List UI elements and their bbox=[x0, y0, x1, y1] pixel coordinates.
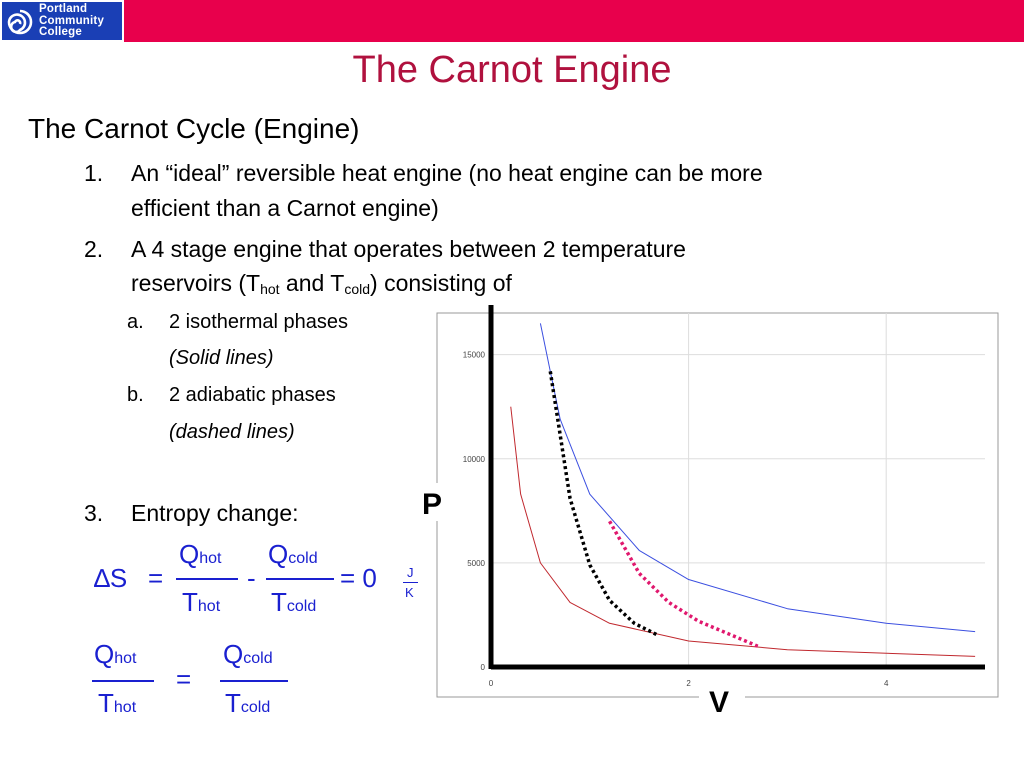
sub-a-label: a. bbox=[127, 311, 144, 333]
x-axis-label: V bbox=[709, 686, 729, 719]
sub-a-text: 2 isothermal phases bbox=[169, 311, 348, 333]
fraction-bar bbox=[266, 578, 334, 580]
q-hot-numerator: Qhot bbox=[94, 641, 136, 667]
t-symbol: T bbox=[271, 587, 287, 617]
t-cold-denominator: Tcold bbox=[225, 690, 270, 716]
item-3-number: 3. bbox=[84, 500, 104, 526]
t-hot-subscript: hot bbox=[260, 281, 280, 297]
hot-subscript: hot bbox=[114, 650, 137, 667]
chart-grid bbox=[491, 313, 985, 667]
q-symbol: Q bbox=[94, 639, 115, 669]
t-hot-denominator: Thot bbox=[98, 690, 136, 716]
unit-kelvin: K bbox=[405, 585, 414, 600]
hot-subscript: hot bbox=[199, 550, 222, 567]
y-axis-label: P bbox=[422, 488, 442, 521]
x-tick-label: 2 bbox=[686, 679, 691, 688]
t-cold-subscript: cold bbox=[344, 281, 371, 297]
cold-subscript: cold bbox=[286, 598, 317, 615]
sub-b-label: b. bbox=[127, 384, 144, 406]
cold-subscript: cold bbox=[288, 550, 318, 567]
q-cold-numerator: Qcold bbox=[268, 541, 318, 567]
adiabatic-curve-3 bbox=[608, 520, 759, 648]
p-label-backdrop bbox=[412, 483, 450, 521]
y-tick-label: 10000 bbox=[463, 455, 486, 464]
sub-b-text: 2 adiabatic phases bbox=[169, 384, 336, 406]
item-2-text-mid: and T bbox=[279, 270, 345, 296]
sub-a-note: (Solid lines) bbox=[169, 347, 274, 369]
q-symbol: Q bbox=[223, 639, 244, 669]
q-hot-numerator: Qhot bbox=[179, 541, 221, 567]
hot-subscript: hot bbox=[197, 598, 221, 615]
fraction-bar bbox=[220, 680, 288, 682]
logo-line-3: College bbox=[39, 26, 82, 38]
fraction-bar bbox=[92, 680, 154, 682]
q-symbol: Q bbox=[179, 539, 200, 569]
t-cold-denominator: Tcold bbox=[271, 589, 316, 615]
item-1-number: 1. bbox=[84, 160, 104, 186]
t-symbol: T bbox=[182, 587, 198, 617]
item-1-line-1: An “ideal” reversible heat engine (no he… bbox=[131, 160, 763, 186]
v-label-backdrop bbox=[699, 683, 745, 719]
equals-zero: = 0 bbox=[340, 563, 377, 593]
slide-title: The Carnot Engine bbox=[352, 49, 672, 91]
q-cold-numerator: Qcold bbox=[223, 641, 273, 667]
hot-subscript: hot bbox=[113, 699, 137, 716]
equals-sign: = bbox=[176, 664, 192, 694]
y-tick-label: 0 bbox=[481, 663, 486, 672]
chart-frame bbox=[436, 312, 999, 698]
fraction-bar bbox=[176, 578, 238, 580]
item-1-line-2: efficient than a Carnot engine) bbox=[131, 195, 439, 221]
logo-text: Portland Community College bbox=[39, 3, 105, 39]
y-tick-label: 15000 bbox=[463, 351, 486, 360]
tick-labels: 0 2 4 0 5000 10000 15000 bbox=[463, 351, 889, 688]
equals-sign: = bbox=[148, 563, 164, 593]
t-symbol: T bbox=[98, 688, 114, 718]
y-tick-label: 5000 bbox=[467, 559, 485, 568]
unit-joule: J bbox=[407, 565, 414, 580]
slide-heading: The Carnot Cycle (Engine) bbox=[28, 113, 360, 144]
delta-s: ∆S bbox=[94, 563, 128, 593]
isothermal-curve-1 bbox=[510, 406, 976, 657]
sub-b-note: (dashed lines) bbox=[169, 421, 295, 443]
logo-line-1: Portland bbox=[39, 3, 88, 15]
minus-sign: - bbox=[247, 563, 256, 593]
isothermal-curve-0 bbox=[539, 323, 976, 633]
swirl-logo-icon bbox=[6, 8, 34, 36]
item-2-text-post: ) consisting of bbox=[370, 270, 512, 296]
cold-subscript: cold bbox=[243, 650, 273, 667]
item-3-text: Entropy change: bbox=[131, 500, 299, 526]
unit-bar bbox=[403, 582, 418, 583]
cold-subscript: cold bbox=[240, 699, 271, 716]
logo-line-2: Community bbox=[39, 14, 105, 27]
item-2-line-2: reservoirs (Thot and Tcold) consisting o… bbox=[131, 267, 512, 300]
top-banner bbox=[0, 0, 1024, 42]
college-logo: Portland Community College bbox=[0, 0, 124, 42]
x-tick-label: 4 bbox=[884, 679, 889, 688]
adiabatic-curve-2 bbox=[548, 371, 660, 638]
item-2-line-1: A 4 stage engine that operates between 2… bbox=[131, 236, 686, 262]
t-hot-denominator: Thot bbox=[182, 589, 220, 615]
x-tick-label: 0 bbox=[489, 679, 494, 688]
item-2-number: 2. bbox=[84, 236, 104, 262]
t-symbol: T bbox=[225, 688, 241, 718]
q-symbol: Q bbox=[268, 539, 289, 569]
chart-series bbox=[510, 323, 976, 657]
item-2-text-pre: reservoirs (T bbox=[131, 270, 261, 296]
